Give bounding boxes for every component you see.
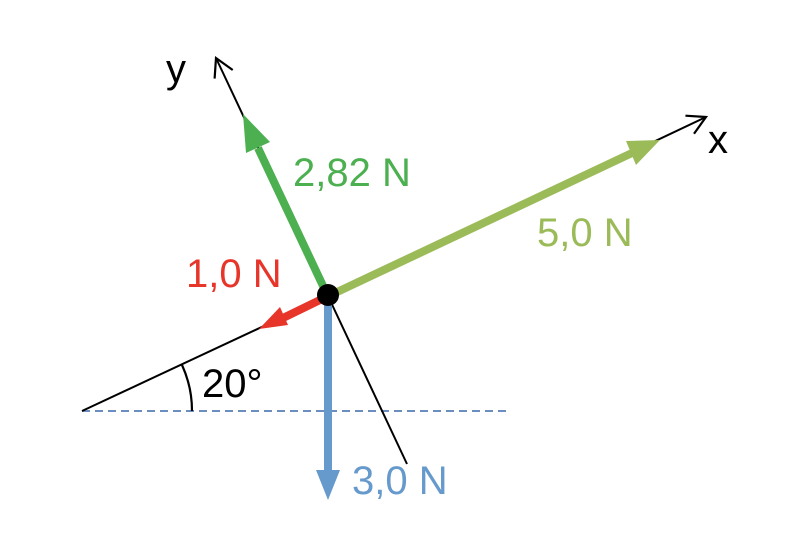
force-arrow-blue-head <box>316 470 340 500</box>
force-label-red: 1,0 N <box>186 252 282 296</box>
x-axis-label: x <box>708 118 728 162</box>
force-label-olive: 5,0 N <box>537 211 633 255</box>
y-axis-extension <box>327 295 408 465</box>
application-point <box>317 284 339 306</box>
force-arrow-green-shaft <box>254 146 328 290</box>
angle-arc <box>180 364 194 412</box>
force-label-blue: 3,0 N <box>352 459 448 503</box>
force-arrow-red-head <box>259 307 288 329</box>
angle-label: 20° <box>202 362 263 406</box>
force-label-green: 2,82 N <box>293 151 411 195</box>
force-arrow-olive-head <box>626 140 660 165</box>
force-arrow-red-shaft <box>281 295 324 322</box>
y-axis-label: y <box>166 47 186 91</box>
force-arrow-olive-shaft <box>333 149 634 297</box>
force-arrow-green-head <box>243 114 270 153</box>
